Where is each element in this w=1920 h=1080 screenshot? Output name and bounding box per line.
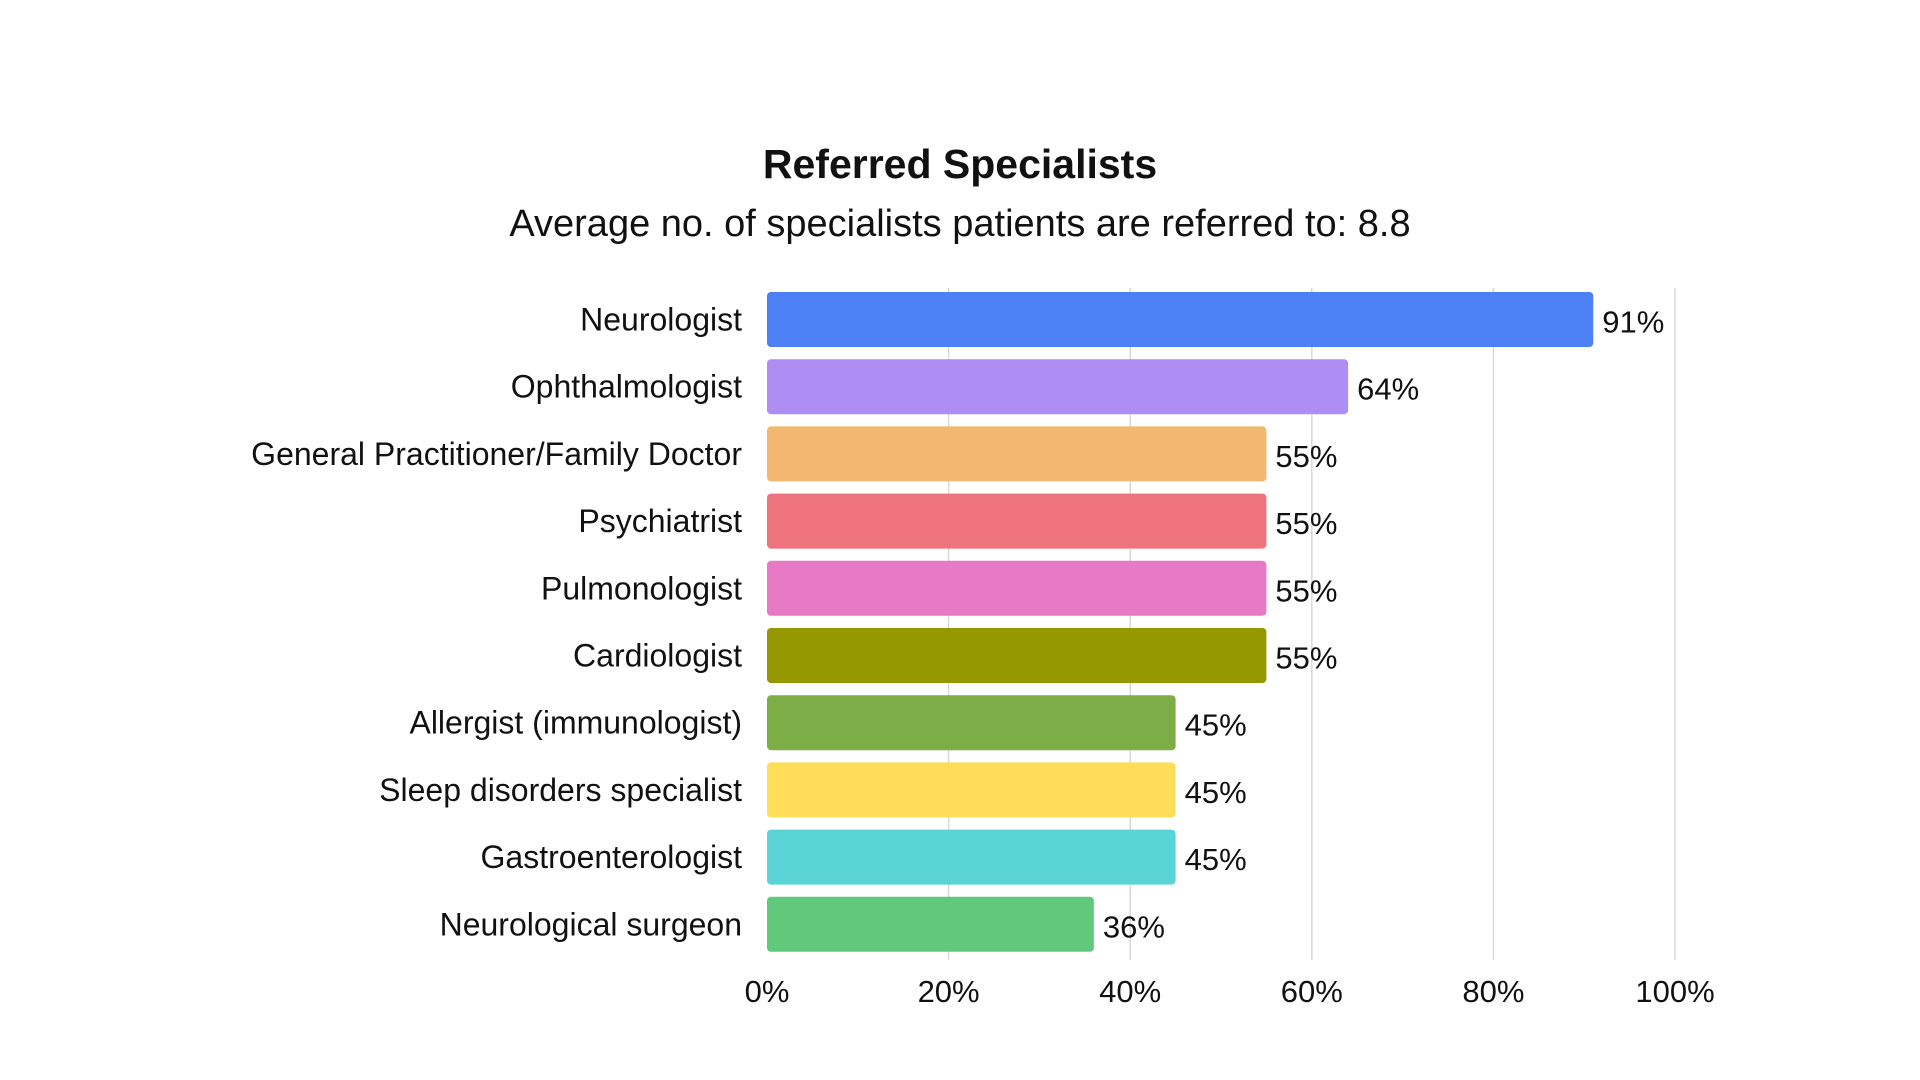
category-label: Neurological surgeon: [440, 906, 742, 942]
bar: [767, 359, 1349, 415]
bar: [767, 493, 1267, 549]
bar: [767, 426, 1267, 482]
x-tick-label: 60%: [1281, 974, 1343, 1009]
category-label: Pulmonologist: [541, 570, 742, 606]
data-label: 45%: [1185, 708, 1247, 743]
category-label: Cardiologist: [573, 638, 742, 674]
bar: [767, 896, 1094, 952]
chart-subtitle: Average no. of specialists patients are …: [509, 203, 1410, 245]
category-label: Sleep disorders specialist: [379, 772, 742, 808]
x-tick-label: 20%: [918, 974, 980, 1009]
data-label: 91%: [1602, 305, 1664, 340]
data-label: 55%: [1275, 439, 1337, 474]
chart-title: Referred Specialists: [763, 141, 1157, 187]
data-label: 64%: [1357, 372, 1419, 407]
category-label: General Practitioner/Family Doctor: [251, 436, 742, 472]
category-label: Psychiatrist: [578, 503, 742, 539]
x-axis-ticks: 0% 20% 40% 60% 80% 100%: [745, 974, 1715, 1009]
bars: [767, 292, 1594, 952]
category-label: Neurologist: [580, 302, 742, 338]
data-label: 36%: [1103, 909, 1165, 944]
bar: [767, 560, 1267, 616]
bar: [767, 628, 1267, 683]
category-label: Gastroenterologist: [481, 839, 743, 875]
bar: [767, 762, 1176, 818]
category-label: Allergist (immunologist): [409, 705, 742, 741]
bar: [767, 292, 1594, 347]
x-tick-label: 0%: [745, 974, 790, 1009]
data-label: 55%: [1275, 641, 1337, 676]
data-label: 55%: [1275, 506, 1337, 541]
value-labels: 91% 64% 55% 55% 55% 55% 45% 45% 45% 36%: [1103, 305, 1664, 945]
data-label: 45%: [1185, 775, 1247, 810]
bar: [767, 829, 1176, 885]
data-label: 55%: [1275, 573, 1337, 608]
x-tick-label: 80%: [1462, 974, 1524, 1009]
category-label: Ophthalmologist: [511, 369, 742, 405]
data-label: 45%: [1185, 842, 1247, 877]
category-labels: Neurologist Ophthalmologist General Practi…: [251, 302, 742, 943]
x-tick-label: 100%: [1635, 974, 1714, 1009]
x-tick-label: 40%: [1099, 974, 1161, 1009]
bar: [767, 695, 1176, 751]
